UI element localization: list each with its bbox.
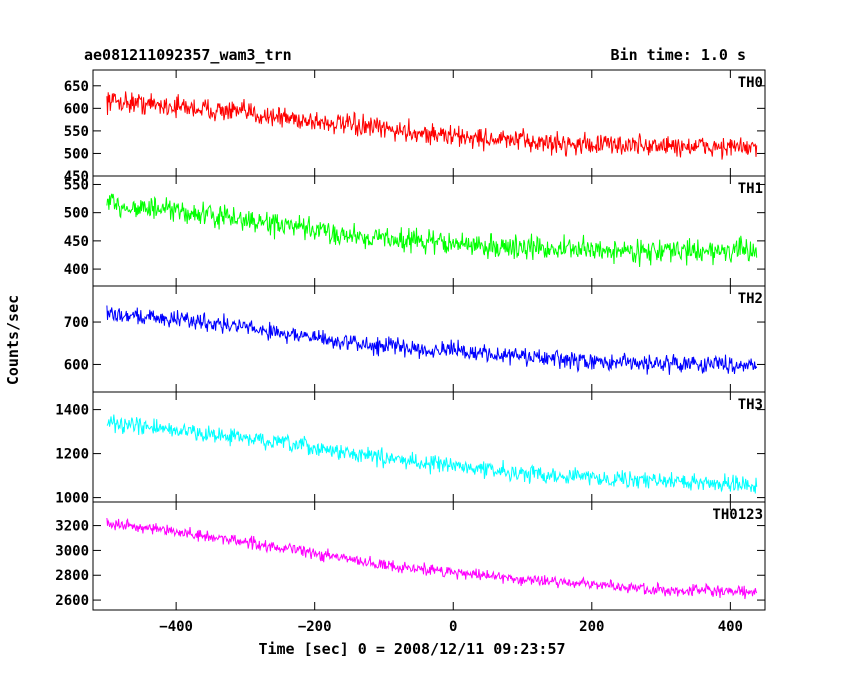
panel-frame-th3: [92, 391, 766, 503]
bin-time-label: Bin time: 1.0 s: [611, 46, 746, 64]
panels: 450 500 550 600 650 TH0 400 450 500 550 TH1 600 700 T…: [55, 69, 766, 635]
y-tick-label: 400: [64, 262, 89, 278]
x-tick-label: 0: [449, 619, 457, 635]
series-th2: [106, 305, 758, 375]
series-th1: [106, 193, 758, 268]
y-axis-label: Counts/sec: [4, 295, 22, 385]
x-tick-label: 400: [718, 619, 743, 635]
y-tick-label: 1400: [55, 403, 89, 419]
y-tick-label: 700: [64, 315, 89, 331]
series-th0: [106, 91, 758, 160]
y-tick-label: 1000: [55, 491, 89, 507]
y-tick-label: 2600: [55, 593, 89, 609]
panel-label: TH0: [738, 75, 763, 91]
y-tick-label: 550: [64, 124, 89, 140]
y-tick-label: 500: [64, 146, 89, 162]
panel-frame-th0123: [92, 501, 766, 611]
y-tick-label: 450: [64, 234, 89, 250]
panel-label: TH3: [738, 397, 763, 413]
y-tick-label: 500: [64, 206, 89, 222]
panel-label: TH2: [738, 291, 763, 307]
panel-label: TH1: [738, 181, 763, 197]
chart-title: ae081211092357_wam3_trn: [84, 46, 292, 64]
x-axis-label: Time [sec] 0 = 2008/12/11 09:23:57: [258, 640, 565, 658]
y-tick-label: 650: [64, 79, 89, 95]
x-tick-label: 200: [579, 619, 604, 635]
panel-frame-th0: [92, 69, 766, 177]
y-tick-label: 1200: [55, 447, 89, 463]
x-tick-label: −200: [298, 619, 332, 635]
series-th3: [106, 414, 758, 494]
y-tick-label: 550: [64, 177, 89, 193]
y-tick-label: 450: [64, 169, 89, 185]
y-tick-label: 3000: [55, 543, 89, 559]
panel-label: TH0123: [712, 507, 763, 523]
y-tick-label: 3200: [55, 519, 89, 535]
series-th0123: [106, 517, 758, 600]
y-tick-label: 600: [64, 101, 89, 117]
y-tick-label: 600: [64, 357, 89, 373]
x-tick-label: −400: [159, 619, 193, 635]
panel-frame-th2: [92, 285, 766, 393]
y-tick-label: 2800: [55, 568, 89, 584]
